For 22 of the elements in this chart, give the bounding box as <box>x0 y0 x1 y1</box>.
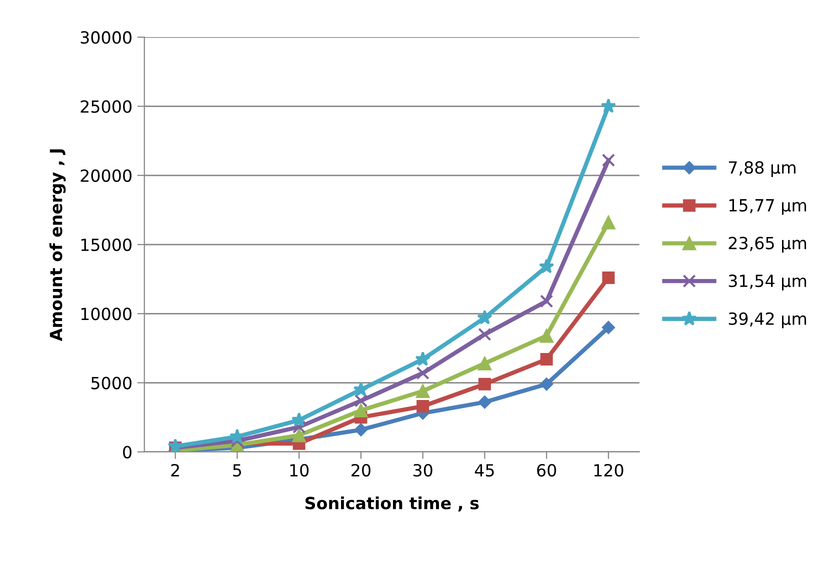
x-tick-label: 10 <box>290 464 309 477</box>
x-tick-label: 20 <box>352 464 370 477</box>
x-tick-label: 60 <box>537 464 556 477</box>
legend-label: 39,42 µm <box>728 312 806 328</box>
x-tick-label: 2 <box>171 464 179 476</box>
x-tick-label: 120 <box>594 464 624 477</box>
y-tick-label: 0 <box>123 446 132 458</box>
y-tick-label: 25000 <box>80 100 132 113</box>
y-axis-title: Amount of energy , J <box>49 149 66 342</box>
y-tick-label: 5000 <box>91 376 132 390</box>
y-tick-label: 10000 <box>81 308 132 320</box>
x-axis-title: Sonication time , s <box>305 496 479 512</box>
x-tick-label: 45 <box>474 464 494 477</box>
legend-label: 15,77 µm <box>729 199 806 215</box>
y-tick-label: 20000 <box>80 169 132 182</box>
x-tick-label: 30 <box>413 464 432 477</box>
x-tick-label: 5 <box>233 464 242 477</box>
legend-label: 23,65 µm <box>728 236 806 253</box>
y-tick-label: 15000 <box>81 238 132 252</box>
legend-label: 31,54 µm <box>728 274 806 290</box>
y-tick-label: 30000 <box>80 31 132 44</box>
legend-label: 7,88 µm <box>728 161 796 177</box>
